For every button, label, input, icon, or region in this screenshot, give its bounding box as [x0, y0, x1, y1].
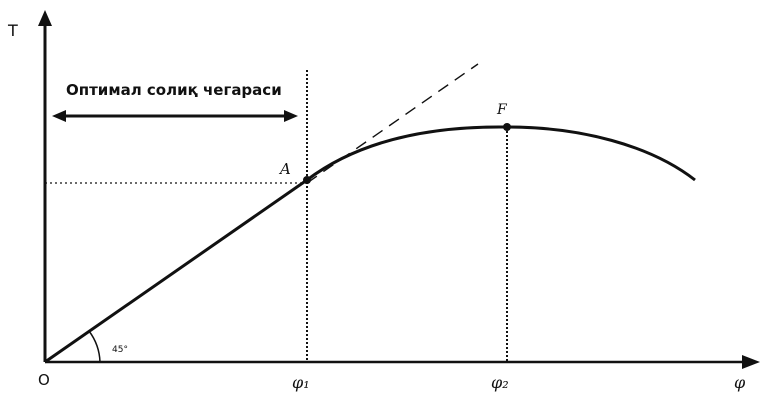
y-axis-label: T: [7, 21, 18, 40]
point-a-label: A: [278, 160, 291, 178]
point-f-label: F: [496, 102, 508, 118]
angle-arc: [88, 330, 101, 363]
origin-label: O: [38, 371, 50, 389]
tangent-extension: [306, 63, 479, 184]
tick-phi1-label: φ₁: [292, 373, 310, 392]
optimal-zone-label: Оптимал солиқ чегараси: [66, 81, 282, 99]
optimal-zone-arrowhead-right: [284, 110, 298, 122]
x-axis-arrowhead: [742, 355, 760, 369]
y-axis-arrowhead: [38, 10, 52, 26]
optimal-zone-arrowhead-left: [52, 110, 66, 122]
point-a-marker: [303, 176, 311, 184]
tick-phi2-label: φ₂: [491, 373, 509, 392]
laffer-curve: [44, 125, 696, 364]
point-f-marker: [503, 123, 511, 131]
angle-label: 45°: [112, 345, 128, 355]
x-axis-label: φ: [734, 373, 746, 392]
